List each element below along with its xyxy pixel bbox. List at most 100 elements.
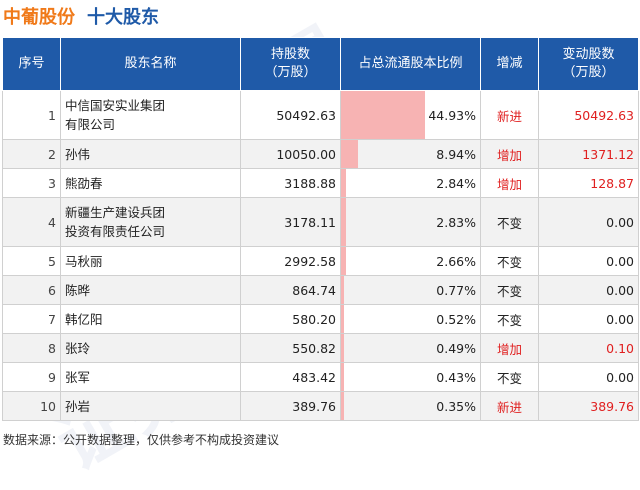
ratio-bar [341, 363, 344, 391]
shares-held: 2992.58 [240, 246, 341, 276]
shares-held: 3188.88 [240, 168, 341, 198]
shares-held: 389.76 [240, 391, 341, 421]
change-type: 新进 [480, 90, 539, 140]
col-header-name: 股东名称 [60, 37, 241, 91]
table-row: 6 陈晔 864.74 0.77% 不变 0.00 [2, 275, 639, 305]
change-type: 增加 [480, 168, 539, 198]
shares-held: 10050.00 [240, 139, 341, 169]
ratio-cell: 0.77% [340, 275, 481, 305]
data-source-note: 数据来源：公开数据整理，仅供参考不构成投资建议 [3, 433, 280, 447]
table-row: 8 张玲 550.82 0.49% 增加 0.10 [2, 333, 639, 363]
change-type: 不变 [480, 246, 539, 276]
row-index: 2 [2, 139, 61, 169]
change-type: 增加 [480, 139, 539, 169]
ratio-bar [341, 198, 347, 246]
ratio-cell: 44.93% [340, 90, 481, 140]
row-index: 5 [2, 246, 61, 276]
ratio-bar [341, 276, 344, 304]
ratio-cell: 8.94% [340, 139, 481, 169]
table-row: 9 张军 483.42 0.43% 不变 0.00 [2, 362, 639, 392]
shares-held: 550.82 [240, 333, 341, 363]
row-index: 9 [2, 362, 61, 392]
table-header-row: 序号 股东名称 持股数 （万股） 占总流通股本比例 增减 变动股数 （万股） [2, 37, 639, 91]
ratio-bar [341, 140, 358, 168]
shareholder-name: 中信国安实业集团 有限公司 [60, 90, 241, 140]
shares-held: 50492.63 [240, 90, 341, 140]
ratio-text: 0.35% [436, 398, 476, 414]
shareholder-name: 张军 [60, 362, 241, 392]
col-header-shares: 持股数 （万股） [240, 37, 341, 91]
ratio-text: 0.52% [436, 311, 476, 327]
change-type: 不变 [480, 362, 539, 392]
ratio-cell: 0.52% [340, 304, 481, 334]
ratio-text: 0.77% [436, 282, 476, 298]
company-name: 中葡股份 [3, 7, 75, 28]
ratio-cell: 0.49% [340, 333, 481, 363]
col-header-change: 增减 [480, 37, 539, 91]
ratio-bar [341, 334, 344, 362]
change-type: 不变 [480, 275, 539, 305]
shares-held: 580.20 [240, 304, 341, 334]
ratio-text: 2.83% [436, 214, 476, 230]
table-row: 1 中信国安实业集团 有限公司 50492.63 44.93% 新进 50492.63 [2, 90, 639, 140]
change-amount: 0.00 [538, 246, 639, 276]
ratio-text: 2.84% [436, 175, 476, 191]
shareholder-name: 韩亿阳 [60, 304, 241, 334]
change-amount: 0.00 [538, 275, 639, 305]
table-row: 5 马秋丽 2992.58 2.66% 不变 0.00 [2, 246, 639, 276]
table-row: 4 新疆生产建设兵团 投资有限责任公司 3178.11 2.83% 不变 0.00 [2, 197, 639, 247]
row-index: 4 [2, 197, 61, 247]
shareholder-name: 熊劭春 [60, 168, 241, 198]
change-amount: 0.00 [538, 197, 639, 247]
table-row: 7 韩亿阳 580.20 0.52% 不变 0.00 [2, 304, 639, 334]
shares-held: 864.74 [240, 275, 341, 305]
row-index: 3 [2, 168, 61, 198]
change-amount: 389.76 [538, 391, 639, 421]
row-index: 10 [2, 391, 61, 421]
ratio-text: 2.66% [436, 253, 476, 269]
change-amount: 0.00 [538, 362, 639, 392]
ratio-text: 8.94% [436, 146, 476, 162]
shareholder-name: 马秋丽 [60, 246, 241, 276]
row-index: 6 [2, 275, 61, 305]
shareholder-name: 孙岩 [60, 391, 241, 421]
change-amount: 0.10 [538, 333, 639, 363]
ratio-cell: 2.84% [340, 168, 481, 198]
table-row: 3 熊劭春 3188.88 2.84% 增加 128.87 [2, 168, 639, 198]
ratio-bar [341, 392, 344, 420]
shareholder-name: 孙伟 [60, 139, 241, 169]
section-title: 十大股东 [87, 7, 159, 28]
row-index: 1 [2, 90, 61, 140]
col-header-index: 序号 [2, 37, 61, 91]
change-amount: 50492.63 [538, 90, 639, 140]
ratio-bar [341, 305, 344, 333]
col-header-delta: 变动股数 （万股） [538, 37, 639, 91]
table-row: 10 孙岩 389.76 0.35% 新进 389.76 [2, 391, 639, 421]
change-amount: 0.00 [538, 304, 639, 334]
shareholders-table: 序号 股东名称 持股数 （万股） 占总流通股本比例 增减 变动股数 （万股） 1… [2, 37, 639, 421]
shares-held: 3178.11 [240, 197, 341, 247]
ratio-cell: 0.35% [340, 391, 481, 421]
ratio-bar [341, 91, 425, 139]
row-index: 8 [2, 333, 61, 363]
ratio-cell: 2.83% [340, 197, 481, 247]
ratio-cell: 2.66% [340, 246, 481, 276]
ratio-text: 0.49% [436, 340, 476, 356]
shareholder-name: 新疆生产建设兵团 投资有限责任公司 [60, 197, 241, 247]
change-amount: 1371.12 [538, 139, 639, 169]
change-type: 新进 [480, 391, 539, 421]
ratio-text: 44.93% [428, 107, 476, 123]
col-header-ratio: 占总流通股本比例 [340, 37, 481, 91]
change-type: 不变 [480, 304, 539, 334]
change-amount: 128.87 [538, 168, 639, 198]
table-row: 2 孙伟 10050.00 8.94% 增加 1371.12 [2, 139, 639, 169]
ratio-bar [341, 247, 346, 275]
change-type: 增加 [480, 333, 539, 363]
shareholder-name: 陈晔 [60, 275, 241, 305]
page-title: 中葡股份 十大股东 [3, 3, 159, 29]
change-type: 不变 [480, 197, 539, 247]
row-index: 7 [2, 304, 61, 334]
ratio-text: 0.43% [436, 369, 476, 385]
shareholder-name: 张玲 [60, 333, 241, 363]
ratio-cell: 0.43% [340, 362, 481, 392]
